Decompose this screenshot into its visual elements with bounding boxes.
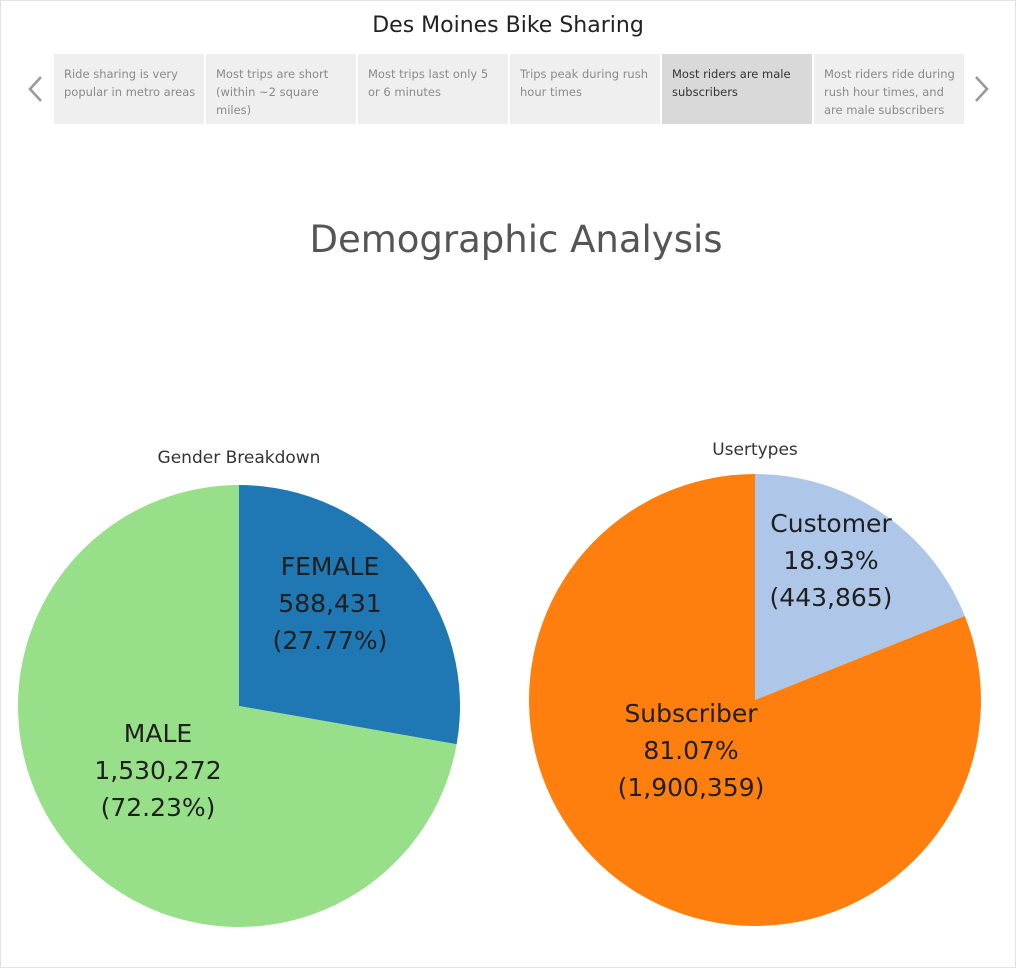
story-point-5[interactable]: Most riders are male subscribers bbox=[662, 54, 812, 124]
story-point-2[interactable]: Most trips are short (within ~2 square m… bbox=[206, 54, 356, 124]
dashboard-title: Demographic Analysis bbox=[309, 218, 723, 261]
usertype-chart-title: Usertypes bbox=[712, 440, 798, 460]
story-points: Ride sharing is very popular in metro ar… bbox=[54, 54, 964, 124]
story-point-3[interactable]: Most trips last only 5 or 6 minutes bbox=[358, 54, 508, 124]
chevron-left-icon[interactable] bbox=[25, 73, 49, 105]
usertype-label-customer: Customer 18.93% (443,865) bbox=[770, 509, 893, 612]
gender-pie: FEMALE 588,431 (27.77%) MALE 1,530,272 (72.23… bbox=[17, 484, 460, 927]
story-point-6[interactable]: Most riders ride during rush hour times,… bbox=[814, 54, 964, 124]
usertype-pie: Customer 18.93% (443,865)Subscriber 81.07%(… bbox=[528, 474, 981, 926]
gender-slice-male[interactable] bbox=[17, 484, 457, 927]
usertype-slice-subscriber[interactable] bbox=[528, 474, 981, 926]
chevron-right-icon[interactable] bbox=[970, 73, 994, 105]
story-point-4[interactable]: Trips peak during rush hour times bbox=[510, 54, 660, 124]
story-title: Des Moines Bike Sharing bbox=[372, 13, 644, 38]
gender-slice-female[interactable] bbox=[239, 485, 460, 745]
story-point-1[interactable]: Ride sharing is very popular in metro ar… bbox=[54, 54, 204, 124]
gender-chart-title: Gender Breakdown bbox=[157, 448, 321, 468]
gender-label-male: MALE 1,530,272 (72.23%) bbox=[94, 719, 221, 822]
gender-label-female: FEMALE 588,431 (27.77%) bbox=[273, 552, 388, 655]
usertype-label-subscriber: Subscriber 81.07% (1,900,359) bbox=[618, 699, 765, 802]
usertype-slice-customer[interactable] bbox=[755, 474, 965, 700]
